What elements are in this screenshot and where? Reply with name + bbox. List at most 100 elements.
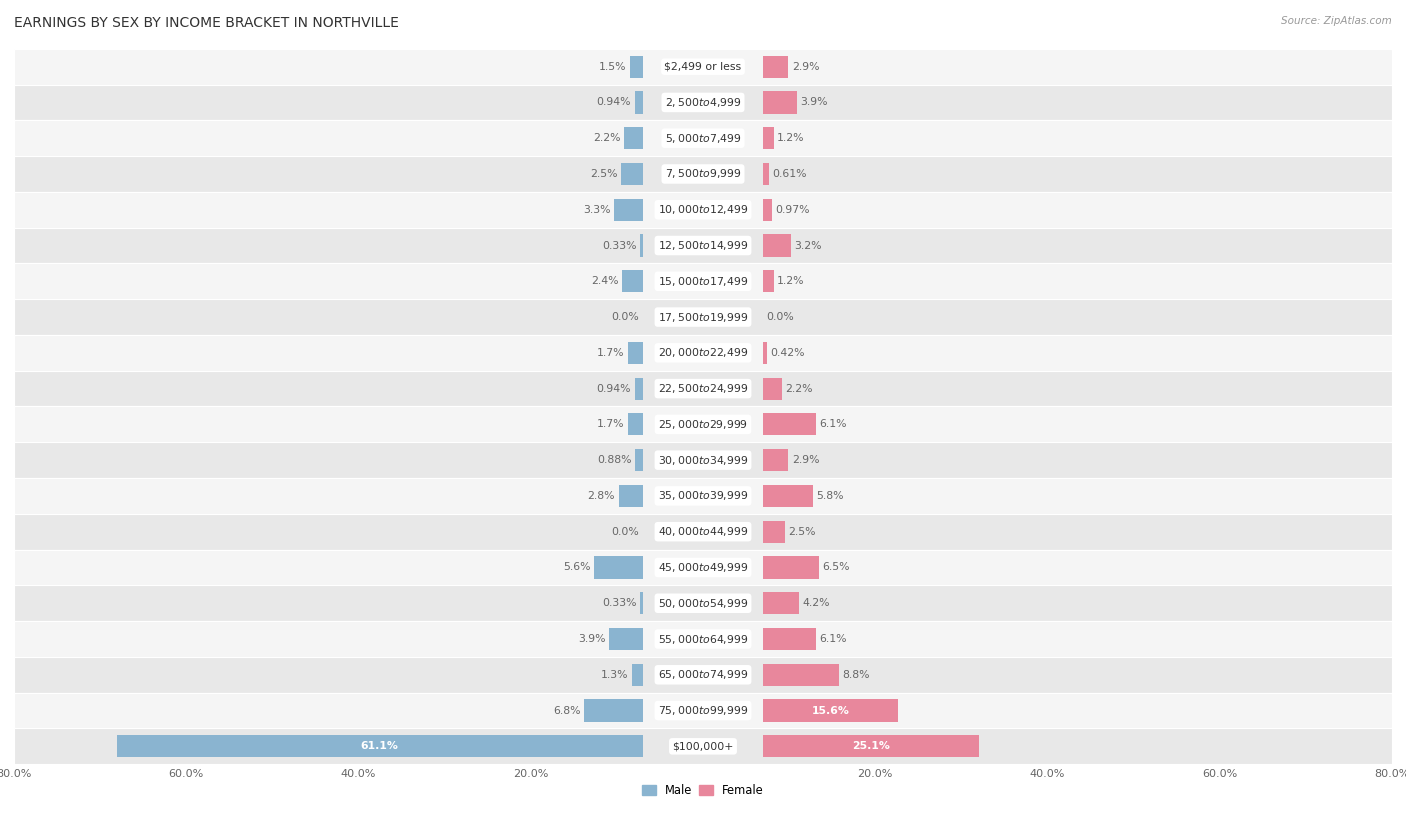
Text: 0.42%: 0.42% — [770, 348, 804, 358]
Text: 1.7%: 1.7% — [598, 348, 624, 358]
Bar — [763, 735, 980, 758]
Text: 2.9%: 2.9% — [792, 62, 820, 72]
Bar — [634, 377, 643, 400]
Bar — [14, 406, 1392, 442]
Bar — [14, 228, 1392, 263]
Text: 0.88%: 0.88% — [598, 455, 631, 465]
Text: 8.8%: 8.8% — [842, 670, 870, 680]
Bar — [14, 693, 1392, 728]
Text: $35,000 to $39,999: $35,000 to $39,999 — [658, 489, 748, 502]
Bar — [631, 663, 643, 686]
Bar — [14, 192, 1392, 228]
Bar — [14, 49, 1392, 85]
Text: 3.3%: 3.3% — [583, 205, 610, 215]
Text: 2.2%: 2.2% — [786, 384, 813, 393]
Text: 0.0%: 0.0% — [612, 312, 640, 322]
Bar — [763, 699, 897, 722]
Text: 1.7%: 1.7% — [598, 420, 624, 429]
Bar — [763, 341, 766, 364]
Text: 5.6%: 5.6% — [564, 563, 591, 572]
Text: 2.5%: 2.5% — [591, 169, 617, 179]
Text: 6.5%: 6.5% — [823, 563, 851, 572]
Text: 0.94%: 0.94% — [596, 98, 631, 107]
Bar — [763, 628, 815, 650]
Bar — [763, 592, 800, 615]
Bar — [14, 728, 1392, 764]
Text: 2.2%: 2.2% — [593, 133, 620, 143]
Bar — [621, 163, 643, 185]
Bar — [14, 85, 1392, 120]
Bar — [624, 127, 643, 150]
Text: $55,000 to $64,999: $55,000 to $64,999 — [658, 633, 748, 646]
Text: $20,000 to $22,499: $20,000 to $22,499 — [658, 346, 748, 359]
Bar — [763, 55, 789, 78]
Text: 0.97%: 0.97% — [775, 205, 810, 215]
Bar — [14, 550, 1392, 585]
Text: 0.94%: 0.94% — [596, 384, 631, 393]
Text: 2.5%: 2.5% — [789, 527, 815, 537]
Text: $12,500 to $14,999: $12,500 to $14,999 — [658, 239, 748, 252]
Legend: Male, Female: Male, Female — [637, 779, 769, 802]
Bar — [636, 449, 643, 472]
Text: $40,000 to $44,999: $40,000 to $44,999 — [658, 525, 748, 538]
Text: 0.33%: 0.33% — [602, 241, 637, 250]
Bar — [14, 299, 1392, 335]
Bar — [583, 699, 643, 722]
Text: $45,000 to $49,999: $45,000 to $49,999 — [658, 561, 748, 574]
Bar — [640, 234, 643, 257]
Text: 0.0%: 0.0% — [612, 527, 640, 537]
Bar — [763, 163, 769, 185]
Bar — [609, 628, 643, 650]
Bar — [763, 449, 789, 472]
Text: 0.0%: 0.0% — [766, 312, 794, 322]
Bar — [14, 478, 1392, 514]
Bar — [630, 55, 643, 78]
Bar — [14, 120, 1392, 156]
Bar — [763, 91, 797, 114]
Text: $7,500 to $9,999: $7,500 to $9,999 — [665, 167, 741, 180]
Text: 61.1%: 61.1% — [361, 741, 398, 751]
Bar — [621, 270, 643, 293]
Bar — [640, 592, 643, 615]
Bar — [14, 514, 1392, 550]
Text: $17,500 to $19,999: $17,500 to $19,999 — [658, 311, 748, 324]
Text: $10,000 to $12,499: $10,000 to $12,499 — [658, 203, 748, 216]
Text: 0.33%: 0.33% — [602, 598, 637, 608]
Text: 1.5%: 1.5% — [599, 62, 626, 72]
Text: 6.1%: 6.1% — [820, 634, 846, 644]
Bar — [628, 341, 643, 364]
Bar — [763, 520, 785, 543]
Text: $30,000 to $34,999: $30,000 to $34,999 — [658, 454, 748, 467]
Text: 5.8%: 5.8% — [817, 491, 844, 501]
Text: 3.2%: 3.2% — [794, 241, 821, 250]
Bar — [14, 621, 1392, 657]
Text: 2.8%: 2.8% — [588, 491, 616, 501]
Bar — [763, 127, 773, 150]
Text: 4.2%: 4.2% — [803, 598, 831, 608]
Bar — [634, 91, 643, 114]
Text: 6.8%: 6.8% — [553, 706, 581, 715]
Text: EARNINGS BY SEX BY INCOME BRACKET IN NORTHVILLE: EARNINGS BY SEX BY INCOME BRACKET IN NOR… — [14, 16, 399, 30]
Text: 2.9%: 2.9% — [792, 455, 820, 465]
Bar — [763, 377, 782, 400]
Bar — [628, 413, 643, 436]
Text: 25.1%: 25.1% — [852, 741, 890, 751]
Bar — [14, 442, 1392, 478]
Bar — [14, 156, 1392, 192]
Bar — [619, 485, 643, 507]
Bar — [117, 735, 643, 758]
Text: $65,000 to $74,999: $65,000 to $74,999 — [658, 668, 748, 681]
Text: $75,000 to $99,999: $75,000 to $99,999 — [658, 704, 748, 717]
Bar — [763, 485, 813, 507]
Bar — [763, 270, 773, 293]
Bar — [763, 556, 820, 579]
Bar — [14, 263, 1392, 299]
Text: $50,000 to $54,999: $50,000 to $54,999 — [658, 597, 748, 610]
Bar — [14, 371, 1392, 406]
Text: $25,000 to $29,999: $25,000 to $29,999 — [658, 418, 748, 431]
Bar — [763, 663, 839, 686]
Text: 3.9%: 3.9% — [800, 98, 828, 107]
Text: $15,000 to $17,499: $15,000 to $17,499 — [658, 275, 748, 288]
Text: $5,000 to $7,499: $5,000 to $7,499 — [665, 132, 741, 145]
Bar — [763, 234, 790, 257]
